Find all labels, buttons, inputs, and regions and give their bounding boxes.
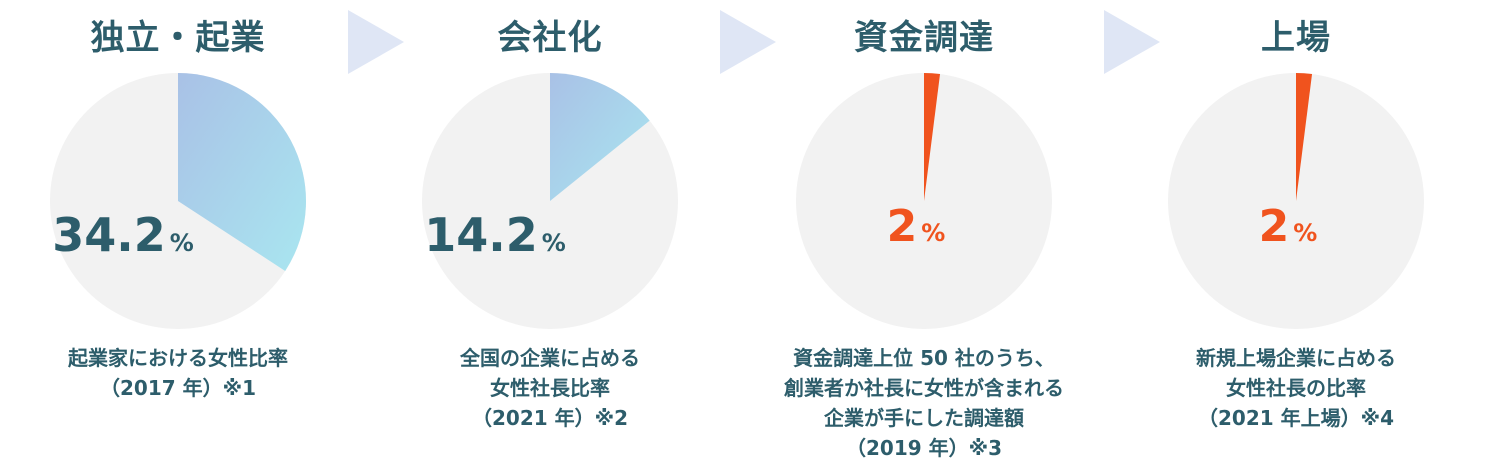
panel-ipo: 上場 2% 新規上場企業に占める 女性社長の比率 （2021 年上場）※4 [1146, 0, 1446, 476]
caption-line: 全国の企業に占める [460, 346, 640, 370]
caption-line: 資金調達上位 50 社のうち、 [793, 346, 1055, 370]
pie-chart: 2% [1168, 73, 1424, 329]
caption-line: 創業者か社長に女性が含まれる [784, 376, 1064, 400]
pie-chart: 34.2% [50, 73, 306, 329]
caption: 起業家における女性比率 （2017 年）※1 [8, 343, 348, 403]
pie-slice [924, 73, 941, 201]
triangle-right-arrow-icon [1104, 10, 1160, 74]
pie-value-label: 34.2% [52, 208, 194, 262]
pie-chart: 2% [796, 73, 1052, 329]
panel-title: 資金調達 [854, 18, 994, 58]
panel-title: 独立・起業 [90, 18, 266, 58]
caption-line: （2021 年上場）※4 [1198, 406, 1394, 430]
caption: 全国の企業に占める 女性社長比率 （2021 年）※2 [380, 343, 720, 433]
panel-title: 上場 [1261, 18, 1331, 58]
caption-line: 企業が手にした調達額 [824, 406, 1024, 430]
caption-line: 女性社長の比率 [1226, 376, 1366, 400]
pie-slice [550, 73, 650, 201]
caption-line: 女性社長比率 [490, 376, 610, 400]
caption-line: 起業家における女性比率 [68, 346, 288, 370]
triangle-right-arrow-icon [720, 10, 776, 74]
pie-slice [178, 73, 306, 271]
pie-value-label: 14.2% [424, 208, 566, 262]
pie-slice [1296, 73, 1313, 201]
caption-line: （2019 年）※3 [846, 436, 1002, 460]
caption: 新規上場企業に占める 女性社長の比率 （2021 年上場）※4 [1126, 343, 1466, 433]
panel-title: 会社化 [497, 18, 603, 58]
caption-line: 新規上場企業に占める [1196, 346, 1396, 370]
panel-fundraising: 資金調達 2% 資金調達上位 50 社のうち、 創業者か社長に女性が含まれる 企… [774, 0, 1074, 476]
pie-chart: 14.2% [422, 73, 678, 329]
pie-value-label: 2% [1259, 201, 1318, 252]
pie-value-label: 2% [887, 201, 946, 252]
caption: 資金調達上位 50 社のうち、 創業者か社長に女性が含まれる 企業が手にした調達… [754, 343, 1094, 463]
panel-independence: 独立・起業 34.2% 起業家における女性比率 （2017 年）※1 [28, 0, 328, 476]
triangle-right-arrow-icon [348, 10, 404, 74]
panel-incorporation: 会社化 14.2% 全国の企業に占める 女性社長比率 （2021 年）※2 [400, 0, 700, 476]
caption-line: （2017 年）※1 [100, 376, 256, 400]
caption-line: （2021 年）※2 [472, 406, 628, 430]
